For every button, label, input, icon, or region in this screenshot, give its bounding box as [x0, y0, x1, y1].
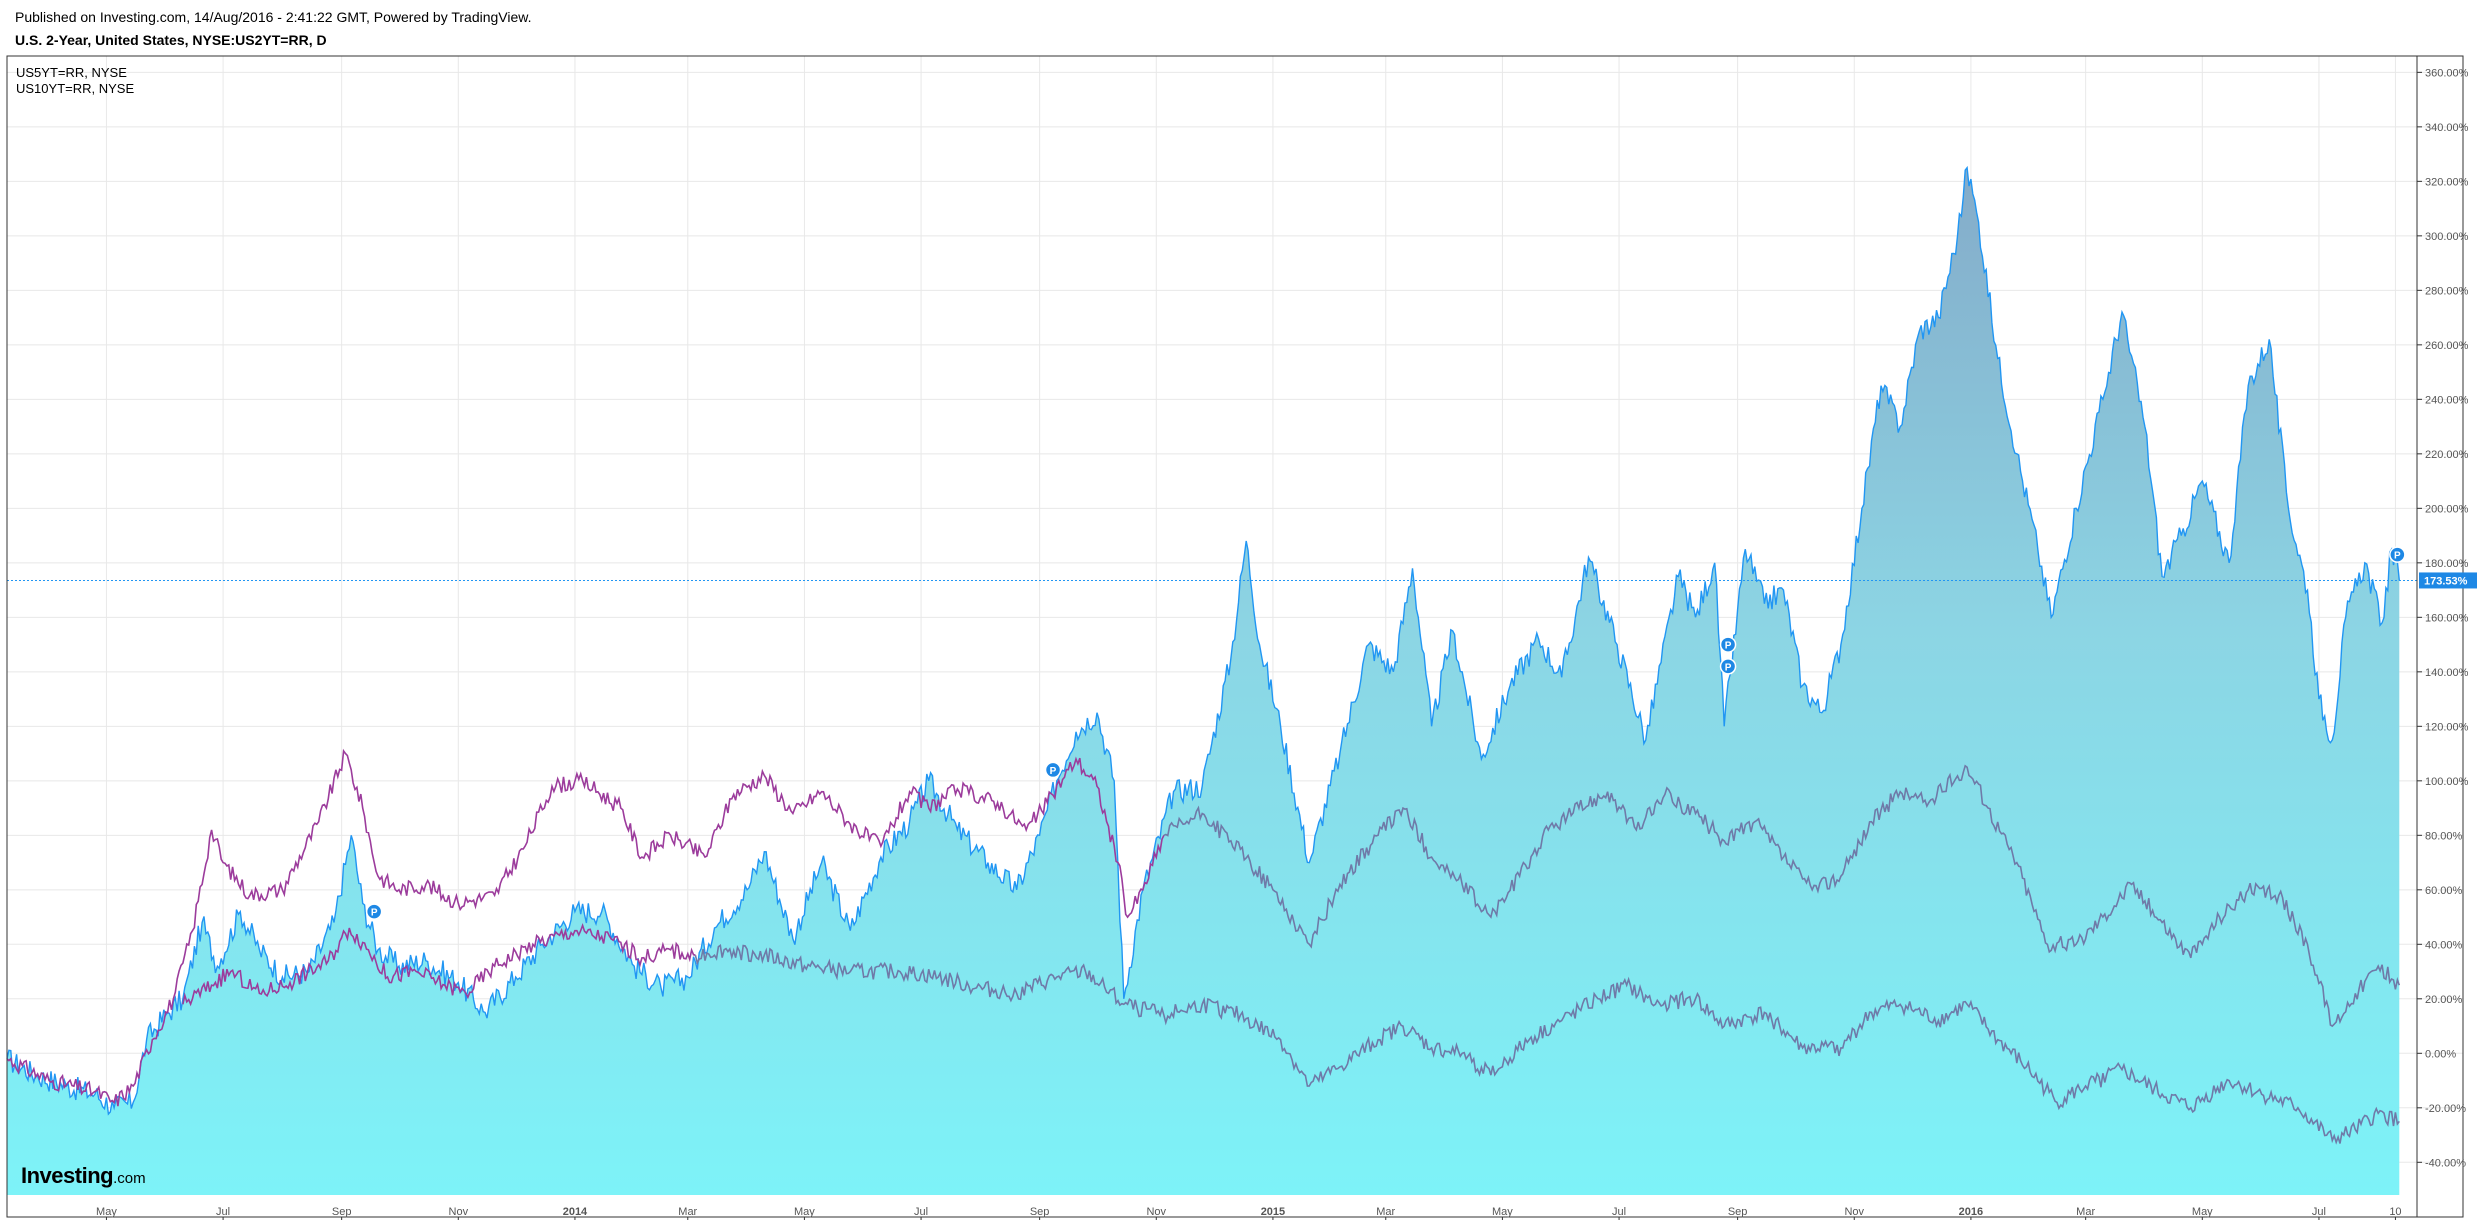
published-note: Published on Investing.com, 14/Aug/2016 … — [15, 9, 532, 25]
marker-circle — [365, 903, 383, 920]
logo-tld: .com — [113, 1170, 146, 1187]
x-tick-label: Jul — [2312, 1206, 2326, 1218]
series-us10y_early-line — [182, 922, 696, 1007]
y-tick-label: 280.00% — [2425, 285, 2469, 297]
y-tick-label: 140.00% — [2425, 667, 2469, 679]
marker-label: P — [371, 908, 378, 919]
x-tick-label: May — [2192, 1206, 2213, 1218]
series-us2y-area — [7, 167, 2400, 1196]
legend-item-us5y[interactable]: US5YT=RR, NYSE — [16, 65, 127, 80]
y-tick-label: 180.00% — [2425, 558, 2469, 570]
y-tick-label: 320.00% — [2425, 176, 2469, 188]
y-axis: -40.00% -20.00% 0.00% 20.00% 40.00% 60.00% 80.… — [2417, 67, 2469, 1169]
y-tick-label: 0.00% — [2425, 1048, 2456, 1060]
x-axis: May Jul Sep Nov 2014 Mar May Jul Sep Nov 2015 Mar Ma… — [96, 1206, 2402, 1220]
series-us5y-line — [6, 748, 1165, 1107]
x-tick-label: 10 — [2389, 1206, 2401, 1218]
x-tick-label: Sep — [332, 1206, 352, 1218]
y-tick-label: 120.00% — [2425, 721, 2469, 733]
x-tick-label: 2016 — [1959, 1206, 1983, 1218]
x-tick-label: 2015 — [1261, 1206, 1285, 1218]
x-tick-label: May — [96, 1206, 117, 1218]
x-tick-label: Mar — [1376, 1206, 1395, 1218]
marker-badge[interactable]: P — [1719, 636, 1737, 653]
legend: US5YT=RR, NYSE US10YT=RR, NYSE — [16, 65, 134, 97]
marker-circle — [1044, 761, 1062, 779]
y-tick-label: 40.00% — [2425, 939, 2463, 951]
y-tick-label: 80.00% — [2425, 830, 2463, 842]
marker-badge[interactable]: P — [1719, 658, 1737, 675]
x-tick-label: Mar — [2076, 1206, 2095, 1218]
current-value-badge: 173.53% — [2419, 572, 2477, 589]
x-tick-label: 2014 — [563, 1206, 588, 1218]
x-tick-label: Jul — [1612, 1206, 1626, 1218]
x-tick-label: Nov — [1844, 1206, 1864, 1218]
y-tick-label: -20.00% — [2425, 1103, 2466, 1115]
x-tick-label: May — [794, 1206, 815, 1218]
current-value-badge-bg — [2419, 572, 2477, 589]
x-tick-label: Mar — [678, 1206, 697, 1218]
y-tick-label: 260.00% — [2425, 340, 2469, 352]
x-tick-label: Sep — [1728, 1206, 1748, 1218]
y-tick-label: 220.00% — [2425, 449, 2469, 461]
marker-label: P — [1725, 662, 1732, 673]
x-tick-label: Jul — [914, 1206, 928, 1218]
marker-circle — [1719, 636, 1737, 653]
marker-badge[interactable]: P — [2389, 546, 2406, 563]
investing-logo: Investing.com — [21, 1163, 146, 1189]
x-tick-label: Jul — [216, 1206, 230, 1218]
current-value-label: 173.53% — [2424, 575, 2468, 587]
x-tick-label: Nov — [1146, 1206, 1166, 1218]
logo-brand: Investing — [21, 1163, 114, 1188]
marker-circle — [1719, 658, 1737, 675]
y-tick-label: 20.00% — [2425, 994, 2463, 1006]
y-tick-label: 200.00% — [2425, 503, 2469, 515]
y-tick-label: -40.00% — [2425, 1157, 2466, 1169]
marker-label: P — [1050, 766, 1057, 777]
marker-circle — [2389, 546, 2406, 563]
y-tick-label: 160.00% — [2425, 612, 2469, 624]
chart-title: U.S. 2-Year, United States, NYSE:US2YT=R… — [15, 32, 327, 48]
marker-badge[interactable]: P — [1044, 761, 1062, 779]
marker-badge[interactable]: P — [365, 903, 383, 920]
y-tick-label: 240.00% — [2425, 394, 2469, 406]
x-tick-label: Sep — [1030, 1206, 1050, 1218]
marker-label: P — [1725, 641, 1732, 652]
x-tick-label: May — [1492, 1206, 1513, 1218]
series-us5y_later-line — [1163, 764, 2401, 1028]
series-us10y-line — [694, 944, 2400, 1145]
marker-label: P — [2394, 551, 2401, 562]
legend-item-us10y[interactable]: US10YT=RR, NYSE — [16, 81, 135, 96]
x-tick-label: Nov — [449, 1206, 469, 1218]
y-tick-label: 360.00% — [2425, 67, 2469, 79]
y-tick-label: 300.00% — [2425, 231, 2469, 243]
y-tick-label: 100.00% — [2425, 776, 2469, 788]
y-tick-label: 340.00% — [2425, 122, 2469, 134]
y-tick-label: 60.00% — [2425, 885, 2463, 897]
